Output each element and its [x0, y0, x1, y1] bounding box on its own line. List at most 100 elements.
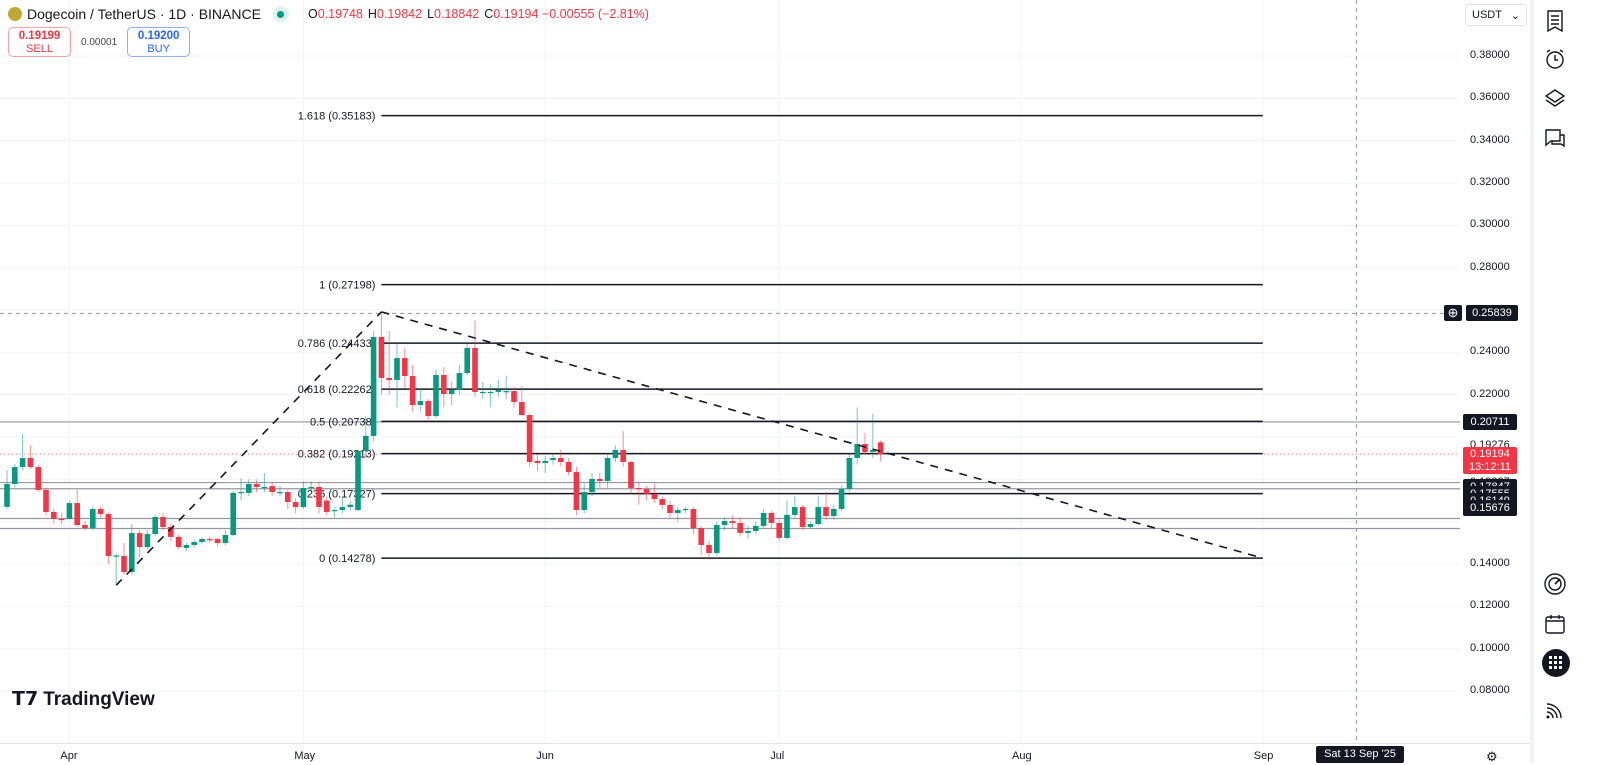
- price-axis-label: 0.24000: [1470, 345, 1510, 358]
- candle-body: [253, 483, 260, 487]
- candle-body: [534, 460, 541, 464]
- candle-body: [862, 443, 868, 453]
- apps-grid-icon[interactable]: [1542, 649, 1570, 677]
- fib-level-label: 0.236 (0.17327): [298, 489, 376, 501]
- candle-body: [347, 504, 353, 508]
- candle-body: [402, 358, 408, 377]
- candle-body: [43, 489, 49, 512]
- candle-body: [597, 478, 603, 482]
- hotlist-target-icon[interactable]: [1542, 571, 1568, 597]
- candle-body: [737, 522, 743, 533]
- candle-body: [714, 525, 720, 554]
- time-axis-label: Sep: [1253, 750, 1274, 762]
- candle-body: [448, 390, 455, 395]
- candle-body: [378, 336, 385, 378]
- price-chart[interactable]: 1.618 (0.35183) 1 (0.27198) 0.786 (0.24433…: [0, 0, 1460, 743]
- candle-body: [612, 449, 619, 458]
- currency-select[interactable]: USDT ⌄: [1465, 4, 1527, 26]
- candle-body: [246, 483, 252, 493]
- candle-body: [230, 492, 236, 536]
- candle-body: [12, 467, 18, 484]
- layers-icon[interactable]: [1542, 85, 1568, 111]
- candle-body: [526, 414, 533, 462]
- candle-body: [121, 555, 127, 573]
- candle-body: [175, 536, 182, 548]
- last-price-tag: 0.19194 13:12:11: [1463, 447, 1517, 475]
- candle-body: [620, 449, 626, 462]
- candle-body: [519, 402, 525, 415]
- signal-stream-icon[interactable]: [1542, 697, 1568, 723]
- candle-body: [136, 533, 143, 548]
- chat-icon[interactable]: [1542, 125, 1568, 151]
- candle-body: [386, 377, 392, 381]
- fib-level-label: 0.5 (0.20738): [310, 416, 375, 428]
- candle-body: [331, 510, 338, 512]
- sell-button[interactable]: 0.19199 SELL: [8, 27, 71, 57]
- fib-level-label: 0.786 (0.24433): [298, 338, 376, 350]
- candle-body: [581, 492, 587, 511]
- settings-gear-icon[interactable]: ⚙: [1486, 749, 1498, 764]
- add-alert-plus-icon[interactable]: ⊕: [1444, 305, 1462, 322]
- candle-body: [214, 539, 221, 544]
- candle-body: [604, 457, 611, 482]
- alarm-clock-icon[interactable]: [1542, 46, 1568, 72]
- price-axis-label: 0.38000: [1470, 49, 1510, 61]
- time-axis-label: Jul: [770, 750, 785, 762]
- candle-body: [35, 467, 41, 490]
- candle-body: [870, 449, 876, 453]
- candle-body: [51, 511, 57, 519]
- candle-body: [487, 391, 494, 394]
- price-axis-label: 0.34000: [1470, 133, 1510, 146]
- time-axis-label: May: [294, 750, 316, 762]
- candle-body: [105, 514, 112, 556]
- candle-body: [643, 489, 650, 494]
- time-axis-label: Aug: [1012, 750, 1032, 762]
- candle-body: [667, 504, 673, 513]
- candle-body: [636, 488, 642, 490]
- candle-body: [784, 514, 790, 538]
- symbol-title[interactable]: Dogecoin / TetherUS · 1D · BINANCE: [27, 6, 261, 22]
- candle-body: [511, 391, 517, 403]
- candle-body: [675, 510, 681, 513]
- candle-body: [550, 457, 556, 461]
- candle-body: [776, 522, 782, 538]
- right-toolbar: [1530, 0, 1600, 763]
- time-axis[interactable]: [0, 743, 1530, 763]
- candle-body: [129, 533, 135, 573]
- chevron-down-icon: ⌄: [1510, 10, 1520, 22]
- symbol-header: Dogecoin / TetherUS · 1D · BINANCE O0.19…: [8, 6, 649, 22]
- candle-body: [417, 401, 424, 406]
- candle-body: [480, 391, 486, 394]
- candle-body: [659, 499, 665, 505]
- buy-button[interactable]: 0.19200 BUY: [127, 27, 191, 57]
- calendar-icon[interactable]: [1542, 611, 1568, 637]
- price-axis-label: 0.14000: [1470, 557, 1510, 569]
- tradingview-logo[interactable]: 𝗧𝟳 TradingView: [12, 688, 155, 711]
- price-axis-label: 0.22000: [1470, 387, 1510, 400]
- candle-body: [308, 486, 314, 489]
- price-tag: 0.15676: [1463, 500, 1517, 517]
- time-axis-label: Apr: [60, 750, 78, 762]
- trend-line: [381, 311, 1264, 559]
- fib-level-label: 1 (0.27198): [319, 280, 375, 292]
- candle-body: [269, 486, 275, 493]
- candle-body: [394, 358, 400, 381]
- candle-body: [495, 390, 502, 392]
- candle-body: [760, 512, 767, 526]
- candle-body: [324, 500, 330, 512]
- candle-body: [503, 391, 509, 393]
- fib-level-label: 0 (0.14278): [319, 553, 375, 565]
- candle-body: [27, 457, 34, 468]
- candle-body: [706, 544, 712, 554]
- candle-body: [698, 528, 704, 545]
- candle-body: [565, 461, 572, 472]
- watchlist-icon[interactable]: [1542, 8, 1568, 34]
- price-axis-label: 0.10000: [1470, 641, 1510, 654]
- price-axis-label: 0.30000: [1470, 218, 1510, 231]
- candle-body: [441, 374, 447, 395]
- candle-body: [74, 503, 80, 526]
- candle-body: [316, 486, 322, 508]
- market-open-icon: [272, 6, 289, 22]
- candle-body: [690, 508, 697, 529]
- candle-body: [573, 471, 580, 511]
